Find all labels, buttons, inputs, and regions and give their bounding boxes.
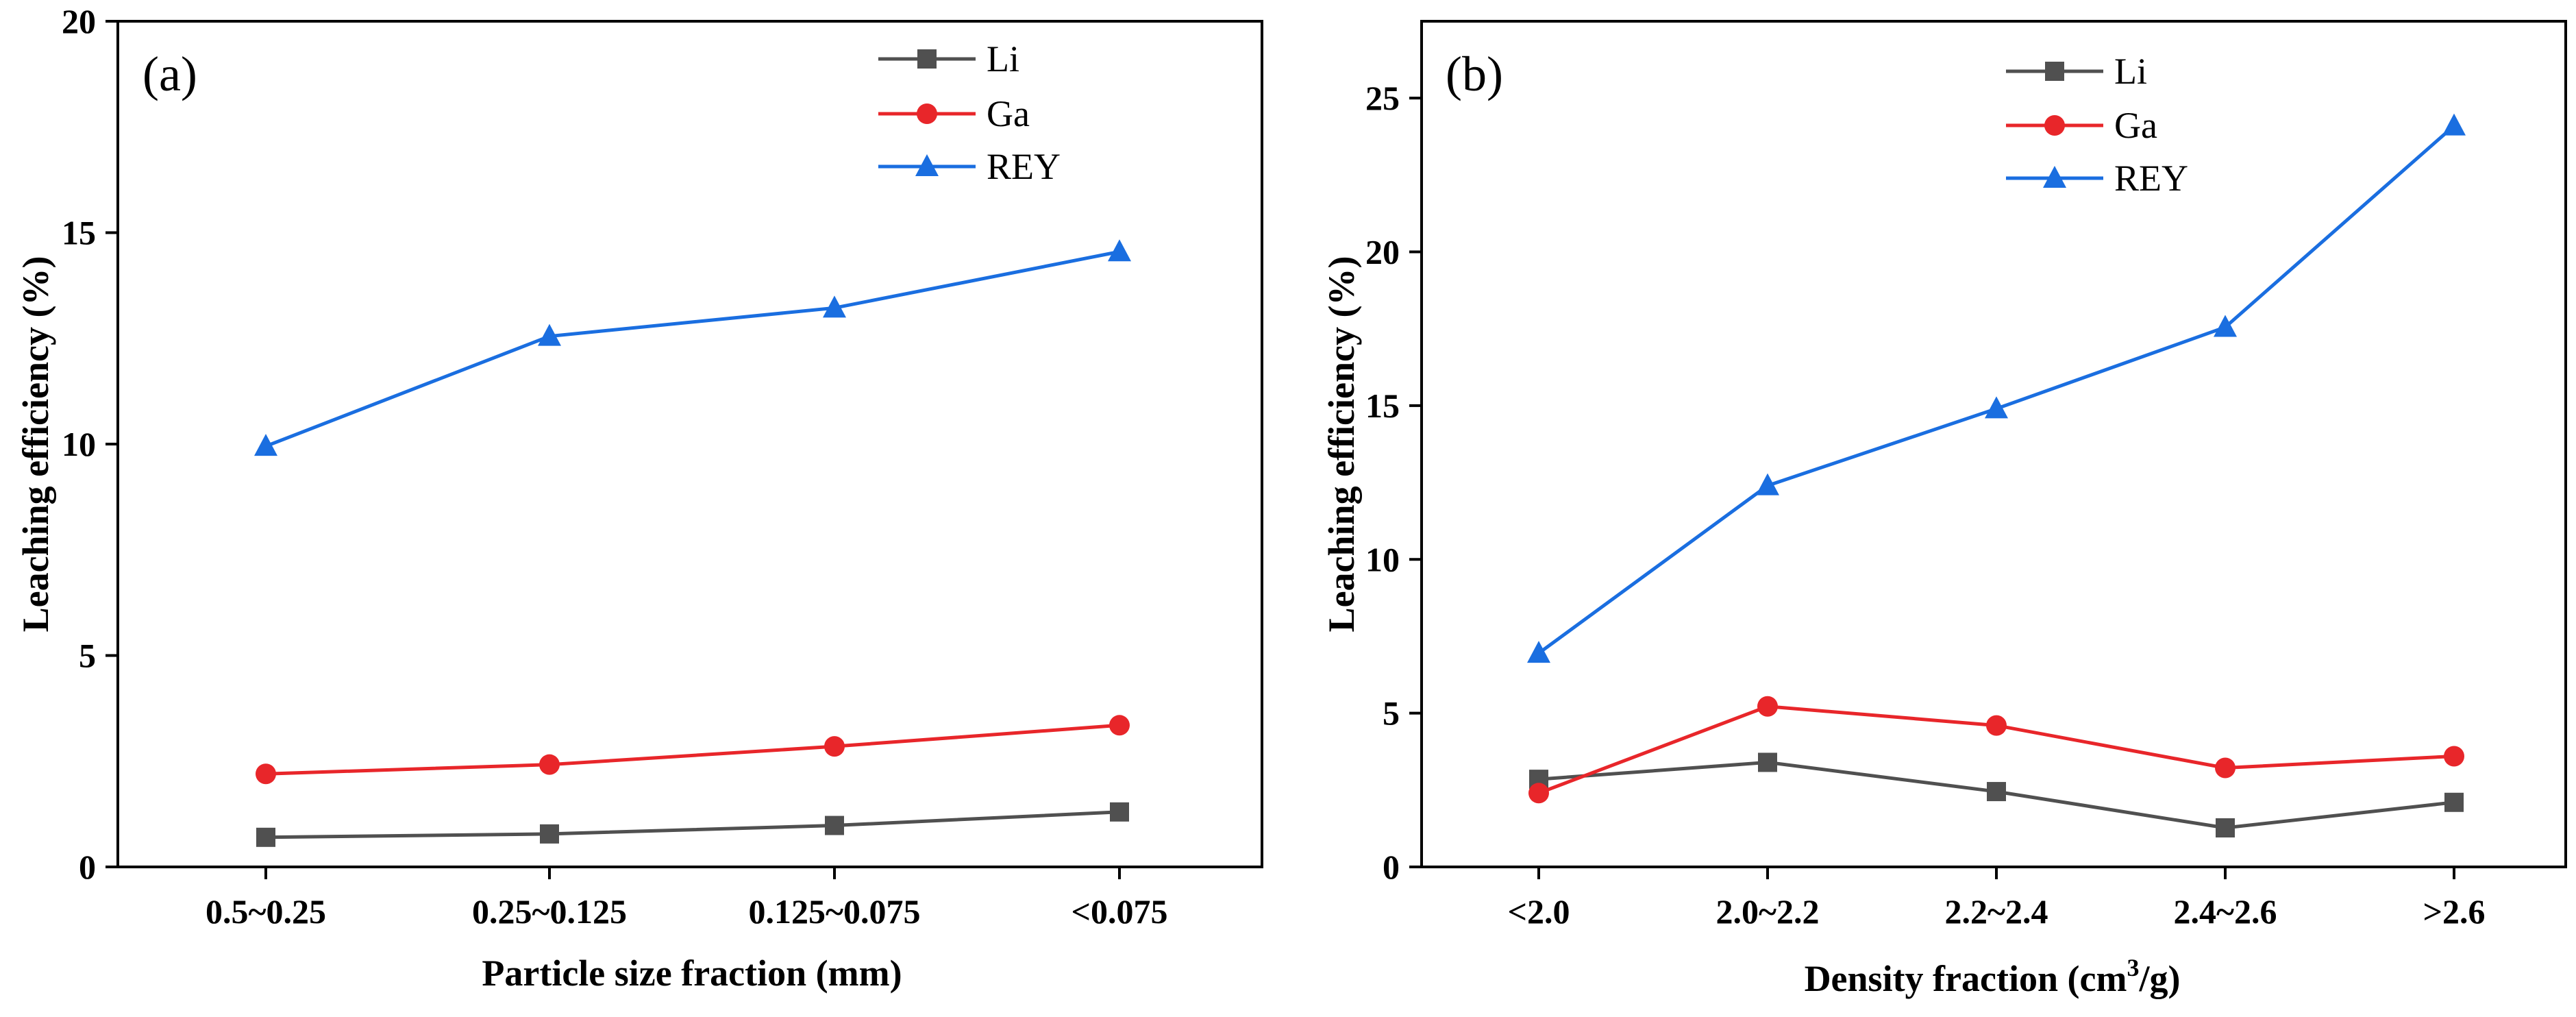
data-point-ga [2215, 757, 2236, 779]
data-point-rey [1985, 396, 2008, 419]
data-point-rey [1108, 239, 1131, 262]
data-point-rey [1756, 473, 1779, 495]
data-point-rey [538, 323, 561, 346]
data-point-li [540, 824, 559, 844]
series-line-rey [265, 249, 1120, 448]
legend-label-rey: REY [987, 146, 1061, 187]
data-point-ga [1757, 696, 1778, 717]
legend-label-ga: Ga [2114, 105, 2157, 146]
data-point-rey [823, 295, 846, 318]
y-tick-label: 0 [79, 848, 96, 886]
legend-marker [917, 103, 937, 124]
data-point-li [1110, 802, 1129, 822]
data-point-li [1987, 782, 2006, 802]
data-point-ga [1986, 715, 2007, 736]
x-tick-label: 0.25~0.125 [472, 892, 627, 931]
panel-a-chart: 0 5 10 15 20 0.5~0.25 0.25~0.125 0.125~0.075 <0.… [15, 2, 1263, 994]
legend-marker [2044, 115, 2065, 136]
data-point-ga [539, 754, 560, 775]
y-axis-title: Leaching efficiency (%) [15, 256, 56, 633]
data-point-ga [1109, 715, 1130, 736]
data-point-ga [256, 763, 276, 785]
y-tick-label: 15 [1365, 387, 1400, 425]
legend-label-ga: Ga [987, 93, 1030, 134]
legend-label-rey: REY [2114, 158, 2188, 199]
legend-marker [917, 49, 937, 69]
legend-marker [915, 154, 939, 176]
y-axis-title: Leaching efficiency (%) [1321, 256, 1362, 633]
data-point-li [2216, 818, 2235, 838]
data-point-li [2444, 792, 2464, 812]
series-line-li [265, 810, 1120, 840]
series-line-ga [265, 723, 1120, 776]
x-tick-label: 2.2~2.4 [1944, 892, 2048, 931]
data-point-rey [2442, 113, 2466, 136]
data-point-ga [2444, 746, 2464, 767]
x-tick-label: 2.4~2.6 [2173, 892, 2277, 931]
x-tick-label: 2.0~2.2 [1716, 892, 1819, 931]
x-axis-title: Particle size fraction (mm) [482, 953, 902, 994]
y-tick-label: 20 [1365, 233, 1400, 271]
y-tick-label: 10 [1365, 540, 1400, 578]
data-point-rey [2214, 315, 2237, 337]
x-axis-title-tail: /g) [2138, 958, 2180, 999]
x-tick-label: 0.5~0.25 [206, 892, 326, 931]
x-tick-label: <0.075 [1072, 892, 1168, 931]
panel-b-chart: 0 5 10 15 20 25 <2.0 2.0~2.2 2.2~2.4 2.4~2.6 >2.6 L… [1321, 20, 2567, 999]
data-point-rey [1527, 641, 1550, 663]
x-tick-label: 0.125~0.075 [748, 892, 920, 931]
legend-marker [2043, 166, 2066, 188]
data-point-li [256, 827, 275, 847]
y-tick-label: 15 [62, 214, 96, 252]
x-axis-title-superscript: 3 [2127, 954, 2139, 981]
panel-label: (a) [143, 47, 197, 101]
y-tick-label: 5 [1383, 694, 1400, 733]
plot-frame [1420, 20, 2567, 868]
plot-frame [116, 20, 1263, 868]
panel-label: (b) [1446, 47, 1503, 101]
x-axis-title-main: Density fraction (cm [1805, 958, 2127, 999]
y-tick-label: 5 [79, 637, 96, 675]
y-tick-label: 0 [1383, 848, 1400, 886]
series-line-rey [1537, 124, 2455, 655]
data-point-ga [1528, 783, 1549, 804]
data-point-li [1758, 752, 1777, 772]
legend-label-li: Li [2114, 51, 2147, 92]
y-tick-label: 20 [62, 2, 96, 40]
x-tick-label: <2.0 [1508, 892, 1570, 931]
y-tick-label: 10 [62, 425, 96, 463]
x-tick-label: >2.6 [2423, 892, 2486, 931]
data-point-li [825, 816, 844, 835]
legend-label-li: Li [987, 38, 1019, 79]
x-axis-title: Density fraction (cm3/g) [1805, 954, 2181, 999]
data-point-ga [824, 736, 845, 757]
y-tick-label: 25 [1365, 79, 1400, 117]
data-point-rey [254, 434, 277, 456]
legend-marker [2045, 62, 2064, 81]
